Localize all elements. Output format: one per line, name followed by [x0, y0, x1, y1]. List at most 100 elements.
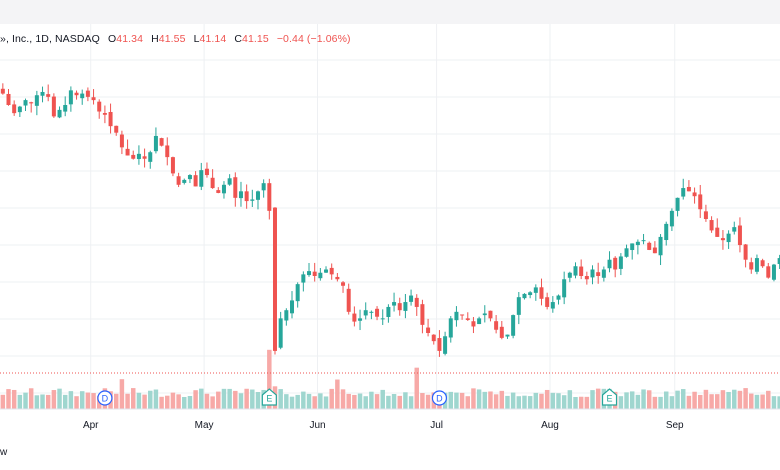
volume-bar — [28, 388, 34, 409]
candle-body — [221, 184, 226, 194]
volume-bar — [352, 394, 357, 409]
volume-bar — [267, 349, 272, 409]
volume-bar — [635, 394, 641, 409]
volume-bar — [255, 392, 261, 409]
candle-body — [573, 266, 578, 276]
x-tick-label: Sep — [666, 420, 684, 431]
candle-body — [732, 227, 737, 232]
candle-body — [91, 97, 96, 101]
volume-bar — [153, 389, 159, 409]
candle-body — [630, 243, 635, 251]
volume-bar — [681, 389, 686, 409]
candle-body — [301, 274, 306, 283]
candle-body — [590, 269, 595, 278]
volume-bar — [505, 395, 510, 409]
candle-body — [182, 179, 187, 183]
candle-body — [703, 211, 708, 219]
open-label: O — [107, 33, 117, 45]
candle-body — [375, 308, 380, 317]
candle-body — [465, 318, 470, 320]
candle-body — [437, 338, 442, 351]
volume-bar — [318, 393, 323, 409]
volume-bar — [414, 367, 419, 409]
candle-body — [46, 94, 51, 97]
volume-bar — [199, 388, 204, 409]
candle-body — [324, 269, 329, 273]
candle-body — [108, 111, 113, 127]
volume-bar — [743, 388, 748, 409]
volume-bar — [238, 393, 244, 409]
candle-body — [335, 276, 340, 280]
candle-body — [131, 154, 136, 159]
candle-body — [255, 191, 260, 200]
candle-body — [499, 326, 504, 338]
volume-bar — [176, 394, 181, 409]
symbol-label[interactable]: », Inc., 1D, NASDAQ — [0, 33, 100, 45]
volume-bar — [289, 396, 295, 409]
candle-body — [601, 269, 606, 278]
candle-body — [358, 318, 363, 321]
event-marker-label: D — [102, 394, 109, 404]
volume-bar — [40, 394, 45, 409]
candle-body — [494, 321, 499, 330]
candle-body — [528, 292, 533, 296]
volume-bar — [131, 388, 136, 409]
chart-grid — [0, 24, 780, 409]
candle-body — [295, 284, 300, 302]
candle-body — [709, 220, 714, 231]
candle-body — [238, 191, 243, 199]
volume-bar — [357, 393, 363, 409]
volume-bar — [516, 396, 522, 409]
volume-bar — [74, 396, 79, 409]
candle-body — [40, 91, 45, 96]
candle-body — [516, 297, 521, 315]
candle-body — [193, 175, 198, 187]
volume-bar — [567, 390, 573, 409]
volume-bar — [125, 393, 130, 409]
volume-bar — [216, 391, 221, 409]
volume-bar — [420, 393, 425, 409]
volume-bar — [595, 388, 601, 409]
volume-bar — [584, 396, 590, 409]
volume-bar — [732, 389, 737, 409]
candle-body — [460, 314, 465, 316]
volume-bar — [686, 395, 692, 409]
volume-bar — [692, 391, 697, 409]
volume-bar — [590, 390, 595, 409]
candle-body — [278, 318, 283, 348]
volume-bar — [533, 392, 539, 409]
candle-body — [199, 170, 204, 187]
volume-bar — [250, 389, 255, 409]
candle-body — [511, 315, 516, 336]
volume-bar — [760, 394, 765, 409]
volume-bar — [618, 396, 624, 409]
candle-body — [686, 186, 691, 192]
candle-body — [658, 236, 663, 256]
candle-body — [431, 334, 436, 342]
candle-body — [318, 272, 323, 279]
volume-bars — [0, 349, 780, 409]
candle-body — [85, 90, 90, 97]
volume-bar — [493, 394, 499, 409]
volume-bar — [465, 396, 471, 409]
volume-bar — [165, 395, 170, 409]
candle-body — [624, 248, 629, 257]
volume-bar — [397, 395, 402, 409]
candle-body — [720, 238, 725, 241]
volume-bar — [142, 394, 147, 409]
candle-body — [284, 310, 289, 321]
candle-body — [596, 272, 601, 276]
candle-body — [23, 100, 28, 106]
candle-body — [550, 302, 555, 309]
candle-body — [380, 318, 385, 320]
candle-body — [272, 207, 277, 351]
volume-bar — [448, 391, 453, 409]
candle-body — [397, 303, 402, 311]
volume-bar — [312, 396, 317, 409]
volume-bar — [380, 389, 385, 409]
volume-bar — [454, 392, 459, 409]
volume-bar — [369, 391, 374, 409]
volume-bar — [408, 396, 414, 409]
